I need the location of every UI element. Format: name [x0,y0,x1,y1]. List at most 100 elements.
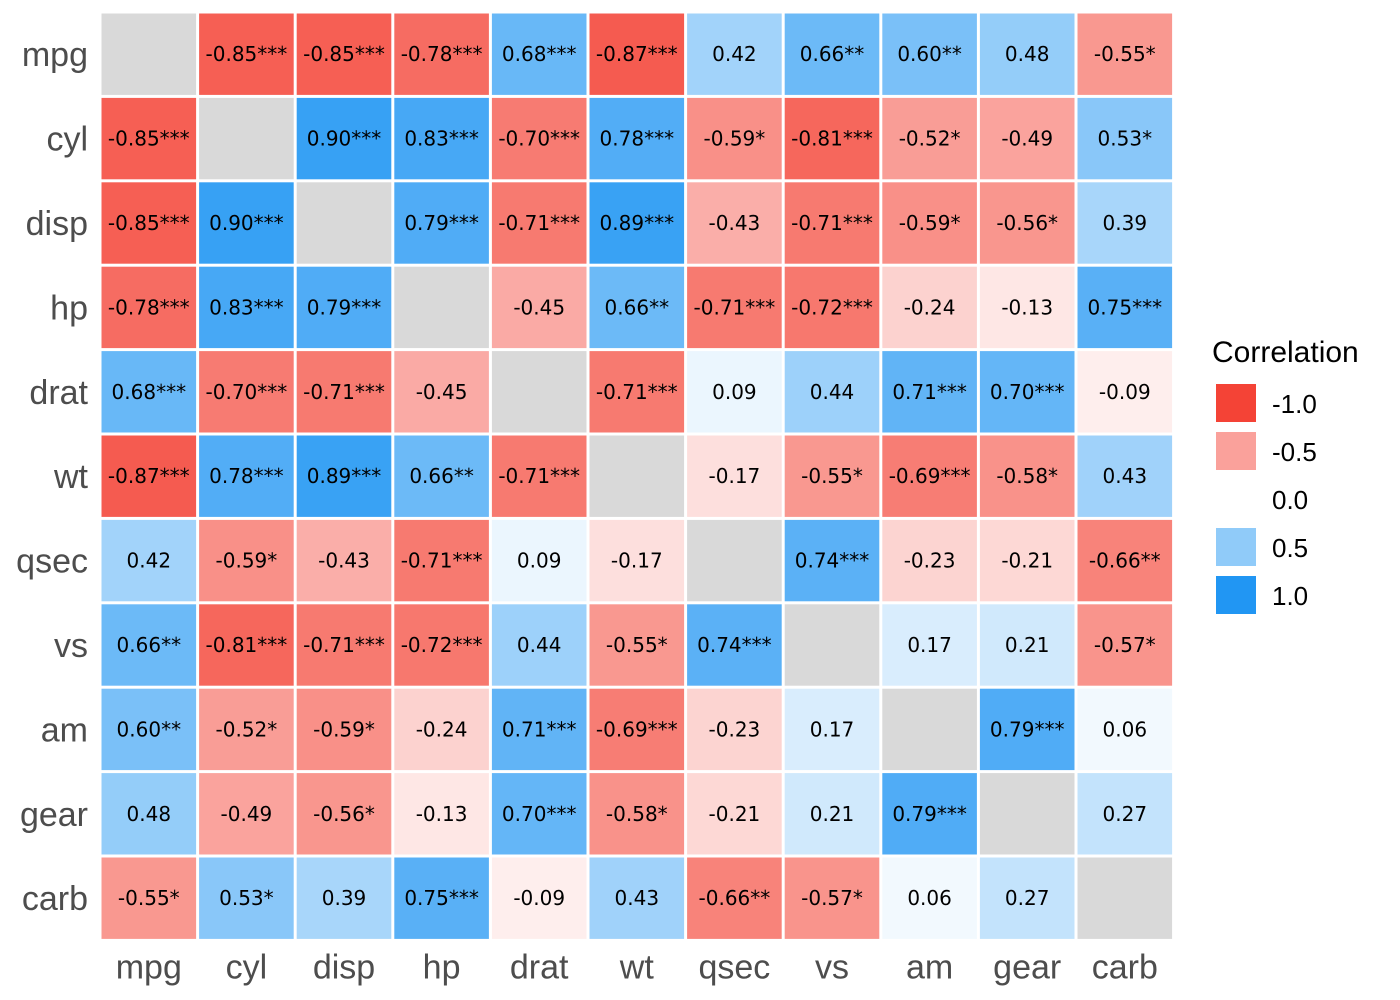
cell-value-label: -0.78*** [401,42,483,66]
heatmap-cell-mpg-carb [1077,13,1173,95]
heatmap-cell-mpg-qsec [687,13,782,95]
heatmap-cell-qsec-mpg [101,519,197,602]
cell-value-label: 0.74*** [697,633,772,657]
cell-value-label: -0.71*** [596,380,678,404]
x-tick-label-disp: disp [313,948,375,986]
cell-value-label: -0.87*** [108,464,190,488]
heatmap-cell-gear-carb [1077,773,1173,855]
cell-value-label: -0.59* [313,717,375,741]
heatmap-cell-hp-vs [784,266,880,349]
cell-value-label: -0.58* [996,464,1058,488]
cell-value-label: -0.69*** [889,464,971,488]
cell-value-label: 0.83*** [404,127,479,151]
cell-value-label: -0.71*** [498,211,580,235]
heatmap-cell-cyl-hp [394,97,489,180]
cell-value-label: 0.48 [127,802,172,826]
cell-value-label: -0.45 [513,295,565,319]
cell-value-label: 0.43 [1103,464,1148,488]
cell-value-label: 0.27 [1103,802,1148,826]
cell-value-label: -0.69*** [596,717,678,741]
heatmap-cell-qsec-drat [491,519,587,602]
heatmap-cell-qsec-disp [296,519,392,602]
heatmap-cell-qsec-gear [979,519,1075,602]
heatmap-cell-vs-hp [394,604,489,686]
heatmap-cell-hp-drat [491,266,587,349]
y-tick-label-disp: disp [26,205,88,243]
cell-value-label: 0.71*** [502,717,577,741]
heatmap-cell-drat-carb [1077,351,1173,433]
heatmap-cell-carb-am [882,857,977,939]
heatmap-cell-gear-drat [491,773,587,855]
heatmap-cell-mpg-cyl [199,13,294,95]
heatmap-cell-hp-gear [979,266,1075,349]
cell-value-label: -0.66** [1089,549,1161,573]
cell-value-label: 0.21 [810,802,855,826]
x-tick-label-wt: wt [619,948,655,986]
heatmap-cell-disp-hp [394,182,489,264]
cell-value-label: -0.49 [1001,127,1053,151]
heatmap-cell-disp-drat [491,182,587,264]
heatmap-cell-gear-wt [589,773,685,855]
cell-value-label: 0.79*** [404,211,479,235]
heatmap-cell-hp-carb [1077,266,1173,349]
cell-value-label: 0.74*** [795,549,870,573]
cell-value-label: 0.79*** [990,717,1065,741]
legend-items: -1.0 -0.5 0.0 0.5 1.0 [1216,384,1317,614]
cell-value-label: 0.68*** [502,42,577,66]
x-tick-label-hp: hp [423,948,461,986]
cell-value-label: 0.17 [907,633,952,657]
heatmap-cell-hp-qsec [687,266,782,349]
cell-value-label: 0.43 [615,886,660,910]
cell-value-label: 0.42 [127,549,172,573]
heatmap-cell-cyl-mpg [101,97,197,180]
cell-value-label: -0.66** [699,886,771,910]
cell-value-label: 0.70*** [990,380,1065,404]
heatmap-cell-carb-drat [491,857,587,939]
cell-value-label: -0.09 [513,886,565,910]
cell-value-label: -0.24 [904,295,956,319]
cell-value-label: -0.85*** [108,211,190,235]
cell-value-label: 0.90*** [209,211,284,235]
cell-value-label: -0.71*** [303,380,385,404]
heatmap-cell-carb-qsec [687,857,782,939]
heatmap-cell-hp-am [882,266,977,349]
cell-value-label: -0.21 [1001,549,1053,573]
cell-value-label: -0.09 [1099,380,1151,404]
cell-value-label: -0.52* [899,127,961,151]
cell-value-label: -0.56* [996,211,1058,235]
heatmap-cell-vs-qsec [687,604,782,686]
cell-value-label: -0.71*** [694,295,776,319]
heatmap-cell-wt-drat [491,435,587,517]
y-tick-label-carb: carb [22,880,88,918]
cell-value-label: 0.79*** [307,295,382,319]
cell-value-label: 0.75*** [404,886,479,910]
y-tick-label-am: am [41,711,88,749]
heatmap-cell-disp-disp [296,182,392,264]
heatmap-cell-disp-vs [784,182,880,264]
cell-value-label: 0.17 [810,717,855,741]
cell-value-label: 0.66** [605,295,670,319]
heatmap-cell-hp-disp [296,266,392,349]
heatmap-cell-cyl-am [882,97,977,180]
y-tick-label-wt: wt [53,458,89,496]
heatmap-cell-mpg-am [882,13,977,95]
heatmap-cell-drat-cyl [199,351,294,433]
heatmap-cell-drat-disp [296,351,392,433]
heatmap-cell-qsec-carb [1077,519,1173,602]
cell-value-label: -0.58* [606,802,668,826]
cell-value-label: -0.71*** [303,633,385,657]
heatmap-cell-gear-cyl [199,773,294,855]
cell-value-label: -0.72*** [791,295,873,319]
cell-value-label: 0.44 [517,633,562,657]
heatmap-cell-gear-mpg [101,773,197,855]
heatmap-cell-am-carb [1077,688,1173,771]
cell-value-label: 0.75*** [1088,295,1163,319]
y-tick-label-gear: gear [20,796,88,834]
heatmap-cell-cyl-carb [1077,97,1173,180]
heatmap-cell-gear-vs [784,773,880,855]
heatmap-cell-qsec-qsec [687,519,782,602]
legend-label: 1.0 [1272,581,1308,611]
cell-value-label: 0.83*** [209,295,284,319]
heatmap-cell-am-qsec [687,688,782,771]
cell-value-label: -0.17 [611,549,663,573]
